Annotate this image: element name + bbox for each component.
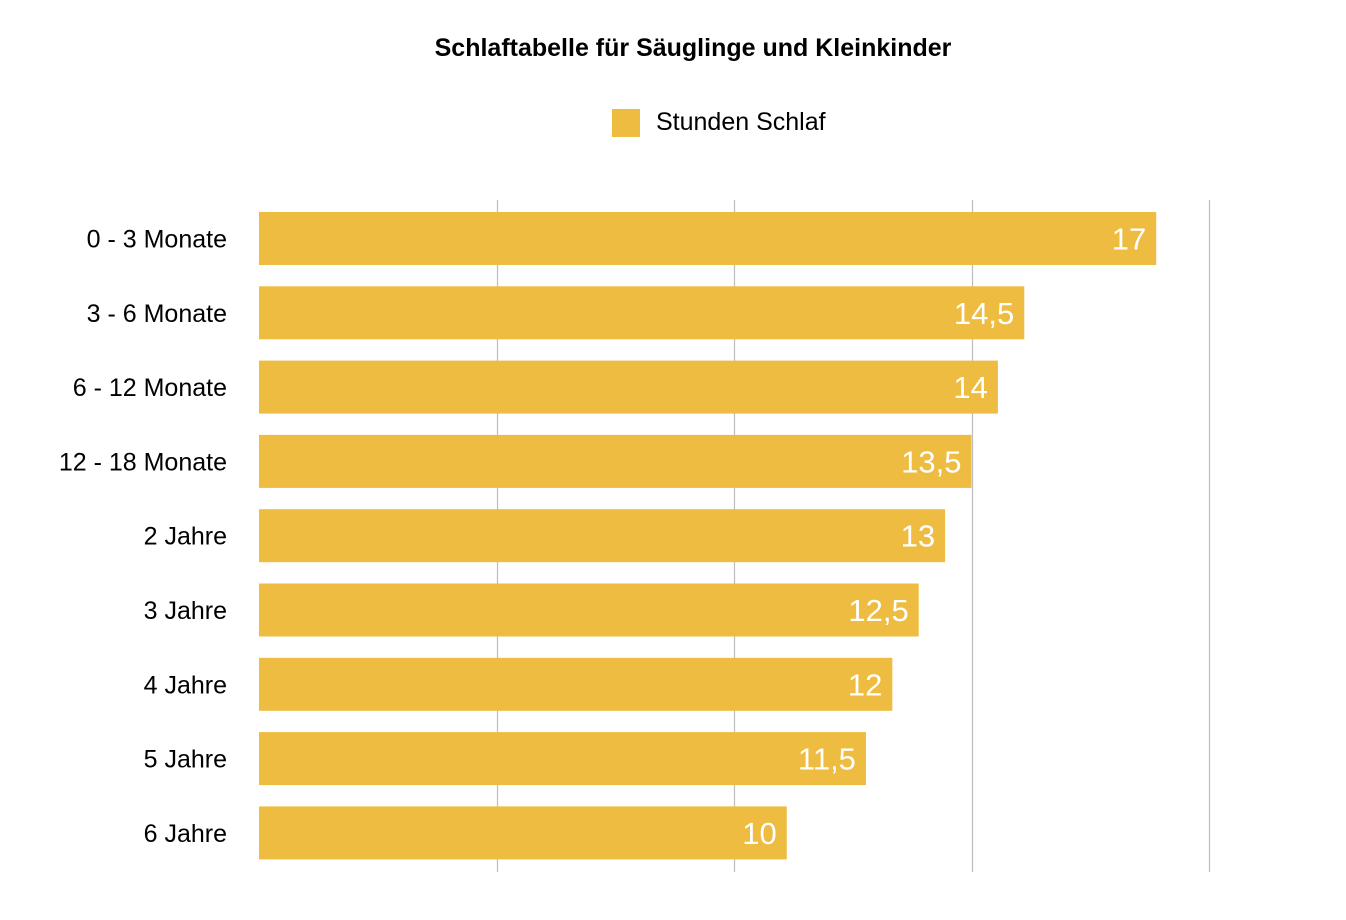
bar [259,360,998,414]
value-label: 12 [848,667,882,702]
bar [259,806,787,860]
value-label: 14 [953,370,987,405]
category-label: 4 Jahre [144,671,227,699]
category-label: 0 - 3 Monate [87,226,227,254]
bar [259,732,866,786]
legend-label: Stunden Schlaf [656,108,826,136]
category-label: 12 - 18 Monate [59,448,227,476]
category-label: 3 - 6 Monate [87,300,227,328]
value-label: 11,5 [798,742,856,777]
category-label: 3 Jahre [144,597,227,625]
bar [259,509,946,563]
bar [259,434,972,488]
value-label: 13,5 [901,444,961,479]
value-label: 10 [742,816,776,851]
chart-title: Schlaftabelle für Säuglinge und Kleinkin… [434,34,952,62]
category-labels: 0 - 3 Monate 3 - 6 Monate 6 - 12 Monate 12 … [59,226,227,848]
legend-swatch [612,108,640,137]
category-label: 6 - 12 Monate [73,374,227,402]
value-label: 13 [901,519,935,554]
bar [259,286,1025,340]
bar [259,583,919,637]
value-label: 12,5 [848,593,908,628]
category-label: 5 Jahre [144,746,227,774]
bar [259,212,1157,265]
value-label: 14,5 [954,296,1014,331]
value-label: 17 [1112,222,1146,257]
value-labels: 17 14,5 14 13,5 13 12,5 12 11,5 10 [742,222,1146,851]
bar [259,657,893,711]
legend: Stunden Schlaf [612,108,826,137]
bars [259,212,1157,860]
category-label: 2 Jahre [144,523,227,551]
category-label: 6 Jahre [144,820,227,848]
